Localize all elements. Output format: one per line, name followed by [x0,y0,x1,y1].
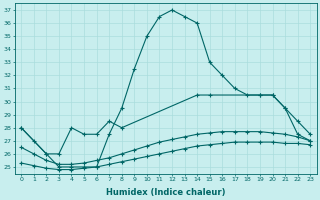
X-axis label: Humidex (Indice chaleur): Humidex (Indice chaleur) [106,188,226,197]
